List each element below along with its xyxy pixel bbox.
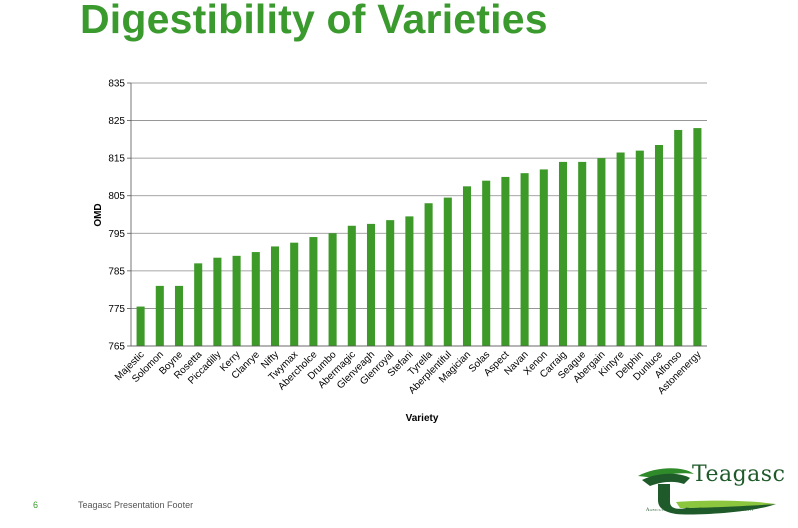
y-tick-label: 785 bbox=[108, 266, 125, 277]
bar-solomon bbox=[155, 285, 164, 346]
y-tick-label: 765 bbox=[108, 342, 125, 353]
bar-piccadilly bbox=[213, 257, 222, 346]
x-axis-label: Variety bbox=[406, 413, 439, 424]
bar-clanrye bbox=[251, 252, 260, 346]
bar-dunluce bbox=[654, 144, 664, 346]
teagasc-logo: Teagasc Agriculture and Food Development… bbox=[636, 462, 786, 522]
y-tick-label: 795 bbox=[108, 229, 125, 240]
bar-kintyre bbox=[616, 152, 625, 346]
bar-abercholce bbox=[309, 237, 318, 346]
bar-xenon bbox=[539, 169, 548, 346]
y-tick-labels: 765 775 785 795 805 815 825 835 bbox=[108, 79, 125, 353]
logo-tagline: Agriculture and Food Development Authori… bbox=[646, 508, 754, 513]
bar-delphin bbox=[635, 150, 644, 346]
bar-carraig bbox=[558, 161, 568, 346]
x-tick-labels: MajesticSolomonBoyneRosettaPiccadillyKer… bbox=[113, 349, 704, 397]
bar-twymax bbox=[290, 242, 299, 346]
bar-majestic bbox=[136, 306, 145, 346]
y-tick-label: 815 bbox=[108, 154, 125, 165]
bar-solas bbox=[482, 180, 491, 346]
bar-stefani bbox=[405, 216, 414, 346]
y-tick-label: 775 bbox=[108, 304, 125, 315]
bar-nifty bbox=[270, 246, 280, 346]
slide-title: Digestibility of Varieties bbox=[80, 0, 548, 42]
bar-aberplentiful bbox=[443, 197, 452, 346]
chart-bars bbox=[136, 128, 702, 346]
bar-astonenergy bbox=[693, 128, 702, 346]
bar-aspect bbox=[501, 176, 510, 346]
bar-glenroyal bbox=[386, 220, 395, 346]
logo-wordmark: Teagasc bbox=[692, 462, 786, 487]
teagasc-logo-mark bbox=[638, 468, 776, 515]
bar-abergain bbox=[597, 158, 606, 346]
chart-axes bbox=[130, 83, 707, 347]
footer-text: Teagasc Presentation Footer bbox=[78, 500, 194, 510]
bar-seague bbox=[578, 161, 587, 346]
y-axis-label: OMD bbox=[93, 203, 104, 226]
y-tick-label: 825 bbox=[108, 116, 125, 127]
bar-boyne bbox=[174, 285, 184, 346]
y-tick-label: 805 bbox=[108, 191, 125, 202]
bar-navan bbox=[520, 173, 529, 346]
bar-drumbo bbox=[328, 233, 337, 346]
bar-kerry bbox=[232, 255, 241, 346]
footer-page-number: 6 bbox=[33, 500, 39, 510]
bar-alfonso bbox=[674, 129, 683, 346]
bar-glenveagh bbox=[366, 223, 376, 346]
bar-rosetta bbox=[194, 263, 203, 346]
bar-tyrella bbox=[424, 203, 433, 346]
bar-abermagic bbox=[347, 225, 356, 346]
y-tick-label: 835 bbox=[108, 79, 125, 90]
bar-magician bbox=[462, 186, 472, 346]
